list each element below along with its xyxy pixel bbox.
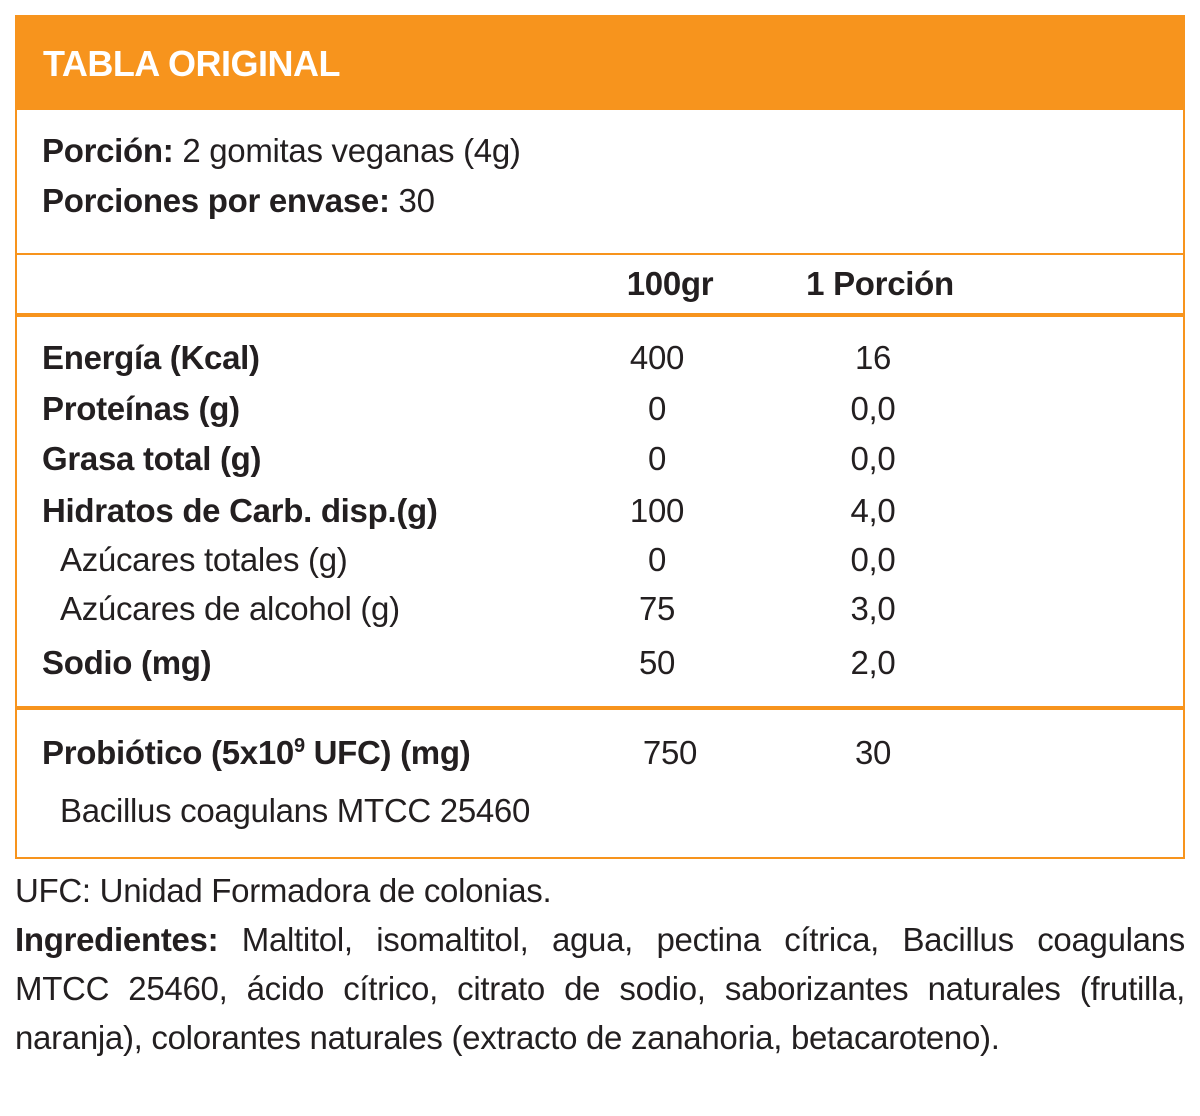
value-portion: 0,0 [850,541,896,578]
probiotic-strain: Bacillus coagulans MTCC 25460 [60,792,531,829]
serving-section: Porción: 2 gomitas veganas (4g) Porcione… [15,106,1185,255]
row-label: Azúcares totales (g) [60,541,348,578]
row-label: Grasa total (g) [42,440,262,477]
portion-label: Porción: [42,132,174,169]
portion-value: 2 gomitas veganas (4g) [182,132,521,169]
row-label: Energía (Kcal) [42,339,260,376]
ingredients-text: Maltitol, isomaltitol, agua, pectina cít… [15,921,1185,1056]
value-100gr: 400 [629,339,685,376]
value-100gr: 75 [638,590,676,627]
footnote: UFC: Unidad Formadora de colonias. [15,872,552,909]
probiotic-section: Probiótico (5x109 UFC) (mg) 750 30 Bacil… [15,706,1185,859]
nutrient-rows: Energía (Kcal) 400 16 Proteínas (g) 0 0,0 Gras… [15,313,1185,710]
column-label: 100gr [626,265,714,302]
probiotic-label: Probiótico (5x109 UFC) (mg) [42,734,471,772]
value-portion: 16 [854,339,892,376]
row-label: Hidratos de Carb. disp.(g) [42,492,438,529]
value-portion: 4,0 [850,492,896,529]
value-100gr: 0 [647,541,667,578]
column-label: 1 Porción [806,265,954,302]
per-pack-label: Porciones por envase: [42,182,390,219]
value-100gr: 50 [638,644,676,681]
value-portion: 0,0 [850,440,896,477]
row-label: Sodio (mg) [42,644,212,681]
ingredients: Ingredientes: Maltitol, isomaltitol, agu… [15,915,1185,1062]
column-header: 100gr 1 Porción [15,253,1185,317]
title: TABLA ORIGINAL [43,43,340,84]
value-portion: 0,0 [850,390,896,427]
value-100gr: 0 [647,440,667,477]
value-portion: 3,0 [850,590,896,627]
ingredients-label: Ingredientes: [15,921,219,958]
value-100gr: 750 [642,734,698,771]
value-portion: 30 [854,734,892,771]
probiotic-label-start: Probiótico (5x10 [42,734,294,771]
per-pack-value: 30 [398,182,435,219]
header-bar: TABLA ORIGINAL [15,15,1185,110]
footer: UFC: Unidad Formadora de colonias. Ingre… [15,866,1185,1062]
value-100gr: 0 [647,390,667,427]
probiotic-exponent: 9 [293,735,305,757]
row-label: Proteínas (g) [42,390,240,427]
value-100gr: 100 [629,492,685,529]
row-label: Azúcares de alcohol (g) [60,590,400,627]
value-portion: 2,0 [850,644,896,681]
probiotic-label-end: UFC) (mg) [304,734,471,771]
